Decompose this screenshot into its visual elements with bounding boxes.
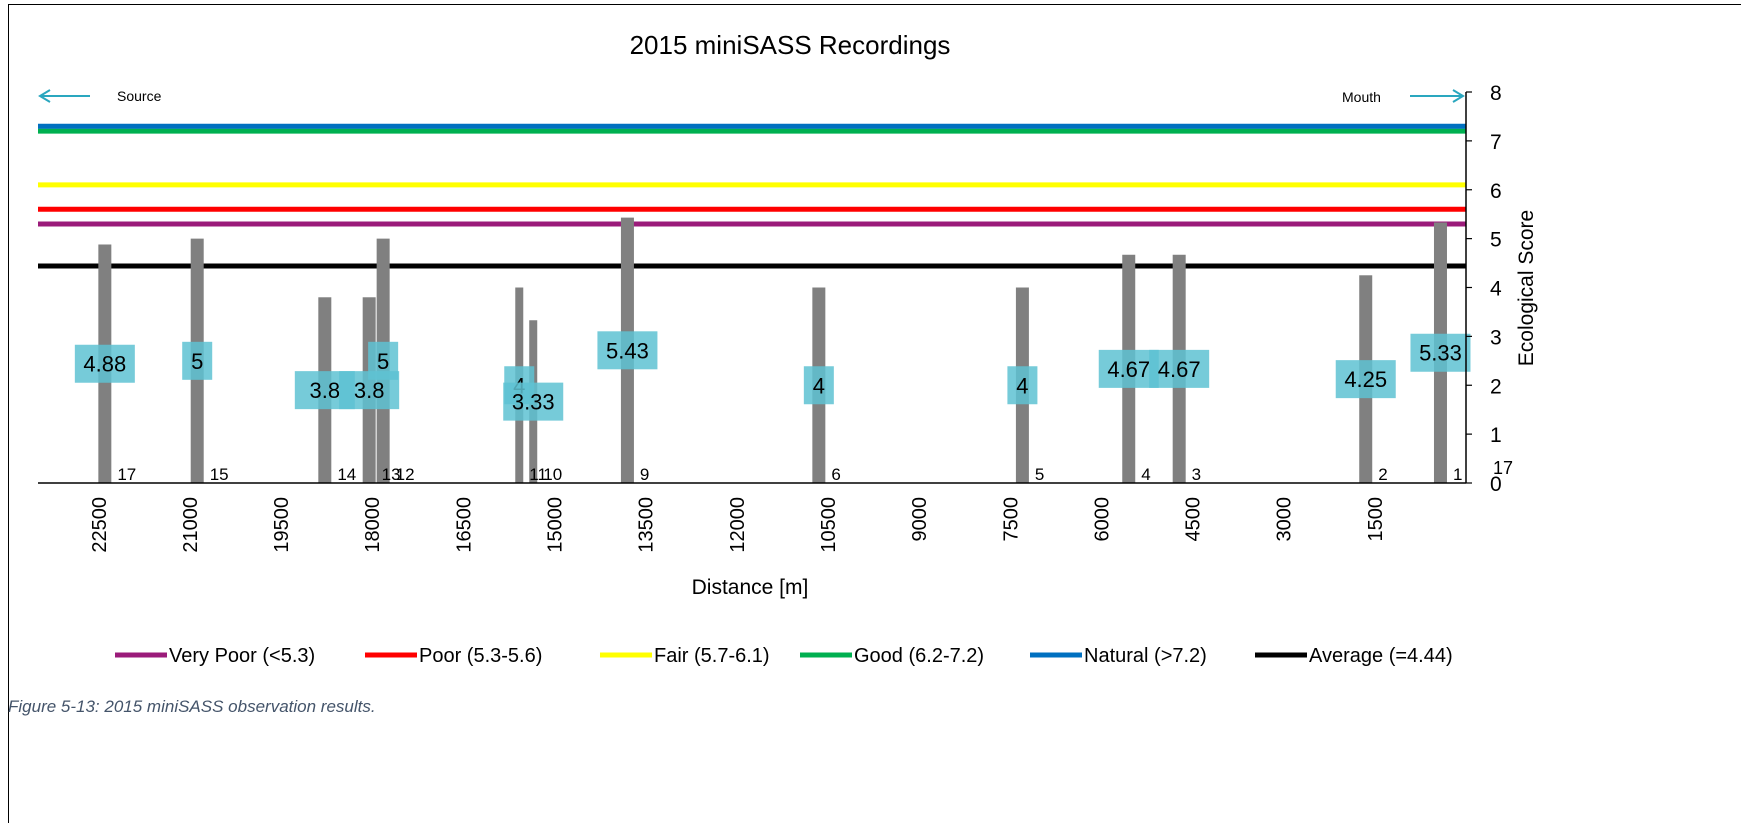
score-label-1: 5.33 bbox=[1419, 341, 1462, 366]
page-edge bbox=[8, 735, 9, 823]
score-label-box-2 bbox=[1335, 360, 1396, 399]
x-tick-label-12000: 12000 bbox=[727, 497, 749, 553]
score-label-box-9 bbox=[597, 331, 658, 370]
extra-axis-label: 17 bbox=[1493, 458, 1513, 478]
site-number-10: 10 bbox=[543, 465, 562, 484]
legend-label-3: Good (6.2-7.2) bbox=[854, 645, 984, 667]
score-label-box-10 bbox=[503, 382, 564, 421]
site-number-6: 6 bbox=[831, 465, 840, 484]
score-label-13: 3.8 bbox=[354, 378, 385, 403]
legend-label-4: Natural (>7.2) bbox=[1084, 645, 1207, 667]
site-number-15: 15 bbox=[210, 465, 229, 484]
figure-caption: Figure 5-13: 2015 miniSASS observation r… bbox=[8, 697, 376, 716]
site-number-12: 12 bbox=[396, 465, 415, 484]
score-label-3: 4.67 bbox=[1158, 357, 1201, 382]
score-label-10: 3.33 bbox=[512, 390, 555, 415]
y-tick-label-0: 0 bbox=[1490, 473, 1502, 496]
score-bars bbox=[98, 217, 1447, 483]
legend-label-1: Poor (5.3-5.6) bbox=[419, 645, 542, 667]
legend-label-2: Fair (5.7-6.1) bbox=[654, 645, 770, 667]
score-label-14: 3.8 bbox=[310, 378, 341, 403]
site-number-5: 5 bbox=[1035, 465, 1044, 484]
x-tick-label-1500: 1500 bbox=[1365, 497, 1387, 542]
chart-title: 2015 miniSASS Recordings bbox=[630, 30, 951, 60]
score-label-6: 4 bbox=[813, 373, 825, 398]
x-tick-label-18000: 18000 bbox=[362, 497, 384, 553]
score-label-17: 4.88 bbox=[83, 352, 126, 377]
y-axis-ticks: 0 1 2 3 4 5 6 7 8 bbox=[1466, 82, 1502, 496]
score-label-4: 4.67 bbox=[1107, 357, 1150, 382]
score-label-box-6 bbox=[803, 366, 834, 405]
score-label-2: 4.25 bbox=[1344, 367, 1387, 392]
legend: Very Poor (<5.3) Poor (5.3-5.6) Fair (5.7-… bbox=[115, 645, 1453, 667]
site-number-3: 3 bbox=[1192, 465, 1201, 484]
y-tick-label-4: 4 bbox=[1490, 278, 1502, 301]
site-number-11: 11 bbox=[529, 465, 547, 484]
x-tick-label-7500: 7500 bbox=[1000, 497, 1022, 542]
score-label-12: 5 bbox=[377, 349, 389, 374]
y-tick-label-8: 8 bbox=[1490, 82, 1502, 105]
site-number-14: 14 bbox=[337, 465, 356, 484]
x-tick-label-6000: 6000 bbox=[1091, 497, 1113, 542]
legend-label-5: Average (=4.44) bbox=[1309, 645, 1453, 667]
score-label-box-4 bbox=[1098, 349, 1159, 388]
y-tick-label-6: 6 bbox=[1490, 180, 1502, 203]
x-tick-label-15000: 15000 bbox=[545, 497, 567, 553]
score-label-15: 5 bbox=[191, 349, 203, 374]
minisass-chart: 2015 miniSASS Recordings 4.88 5 3.8 3.8 5 4 3.… bbox=[38, 30, 1538, 667]
score-label-box-17 bbox=[74, 344, 135, 383]
score-label-box-3 bbox=[1149, 349, 1210, 388]
score-label-box-12 bbox=[368, 341, 399, 380]
y-tick-label-5: 5 bbox=[1490, 229, 1502, 252]
x-tick-label-13500: 13500 bbox=[636, 497, 658, 553]
x-tick-label-3000: 3000 bbox=[1274, 497, 1296, 542]
mouth-arrow bbox=[1410, 89, 1465, 103]
score-label-box-5 bbox=[1007, 366, 1038, 405]
reference-lines bbox=[38, 123, 1466, 269]
x-tick-label-22500: 22500 bbox=[89, 497, 111, 553]
x-tick-label-9000: 9000 bbox=[909, 497, 931, 542]
score-label-box-1 bbox=[1410, 333, 1471, 372]
site-number-2: 2 bbox=[1378, 465, 1387, 484]
x-tick-label-10500: 10500 bbox=[818, 497, 840, 553]
x-tick-label-4500: 4500 bbox=[1183, 497, 1205, 542]
source-arrow bbox=[38, 89, 90, 103]
x-tick-label-21000: 21000 bbox=[180, 497, 202, 553]
x-tick-label-16500: 16500 bbox=[453, 497, 475, 553]
site-number-1: 1 bbox=[1453, 465, 1462, 484]
mouth-label: Mouth bbox=[1342, 89, 1381, 105]
y-axis-label: Ecological Score bbox=[1515, 210, 1538, 366]
site-number-17: 17 bbox=[117, 465, 136, 484]
score-label-box-15 bbox=[182, 341, 213, 380]
source-label: Source bbox=[117, 88, 162, 104]
legend-label-0: Very Poor (<5.3) bbox=[169, 645, 315, 667]
site-number-9: 9 bbox=[640, 465, 649, 484]
y-tick-label-2: 2 bbox=[1490, 375, 1502, 398]
site-number-13: 13 bbox=[382, 465, 401, 484]
y-tick-label-7: 7 bbox=[1490, 131, 1502, 154]
chart-frame bbox=[8, 4, 1741, 735]
y-tick-label-1: 1 bbox=[1490, 424, 1502, 447]
y-tick-label-3: 3 bbox=[1490, 326, 1502, 349]
x-tick-label-19500: 19500 bbox=[271, 497, 293, 553]
score-label-9: 5.43 bbox=[606, 338, 649, 363]
x-axis-label: Distance [m] bbox=[692, 576, 809, 599]
score-label-5: 4 bbox=[1016, 373, 1028, 398]
site-number-4: 4 bbox=[1141, 465, 1150, 484]
x-axis-ticks: 22500 21000 19500 18000 16500 15000 13500 12000… bbox=[89, 497, 1387, 553]
